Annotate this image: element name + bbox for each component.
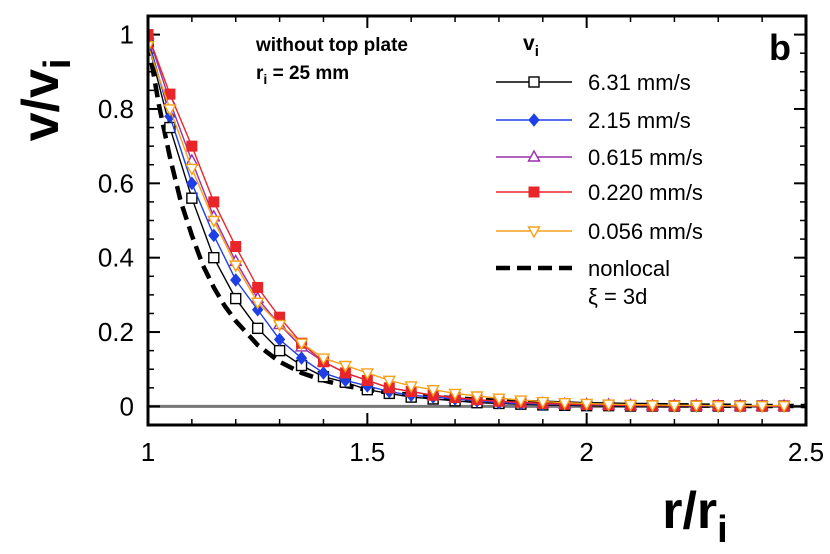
- data-point: [207, 215, 221, 228]
- legend-title: vi: [523, 32, 539, 60]
- data-point: [250, 297, 265, 310]
- legend-marker: [528, 76, 540, 88]
- data-point: [536, 396, 550, 410]
- plot-background: [148, 16, 806, 425]
- legend-marker: [528, 113, 540, 127]
- legend-marker: [527, 226, 541, 239]
- x-tick-label: 1.5: [349, 437, 385, 467]
- data-point: [252, 281, 264, 293]
- legend-item: 0.056 mm/s: [496, 219, 703, 244]
- legend-label: 0.056 mm/s: [588, 219, 703, 244]
- data-point: [382, 375, 396, 388]
- data-point: [273, 344, 286, 357]
- data-point: [558, 397, 572, 411]
- y-axis-label: v/vi: [12, 59, 79, 142]
- legend-item: 0.615 mm/s: [496, 145, 703, 170]
- data-point: [689, 400, 704, 413]
- data-point: [645, 400, 660, 413]
- data-point: [448, 388, 462, 401]
- y-tick-label: 0.4: [98, 243, 134, 273]
- data-point: [185, 163, 199, 176]
- series-layer: [148, 27, 806, 414]
- data-point: [777, 400, 791, 414]
- legend-marker: [527, 149, 541, 162]
- legend-label: 2.15 mm/s: [588, 108, 691, 133]
- data-point: [272, 319, 287, 333]
- data-point: [755, 400, 769, 414]
- x-axis-label: r/ri: [662, 482, 727, 551]
- data-point: [667, 400, 682, 413]
- data-point: [186, 140, 198, 152]
- data-point: [230, 273, 242, 287]
- y-tick-label: 0.8: [98, 94, 134, 124]
- legend-label: nonlocal: [588, 256, 670, 281]
- data-point: [317, 366, 330, 380]
- data-point: [148, 29, 154, 41]
- data-point: [208, 196, 220, 208]
- data-point: [230, 241, 242, 253]
- data-point: [186, 176, 198, 191]
- annotation-top-plate: without top plate: [255, 35, 408, 56]
- data-point: [316, 353, 331, 366]
- legend-item-nonlocal: nonlocal ξ = 3d: [496, 256, 670, 309]
- y-axis-ticks: 0 0.2 0.4 0.6 0.8 1: [98, 20, 806, 421]
- y-tick-label: 0.6: [98, 168, 134, 198]
- data-point: [492, 393, 506, 406]
- legend-label: 0.615 mm/s: [588, 145, 703, 170]
- plot-frame: [146, 14, 808, 427]
- legend-label-xi: ξ = 3d: [588, 284, 647, 309]
- x-axis-ticks: 1 1.5 2 2.5: [141, 16, 824, 467]
- legend-item: 0.220 mm/s: [496, 180, 703, 205]
- data-point: [711, 400, 725, 414]
- y-tick-label: 0.2: [98, 317, 134, 347]
- series-0-056-mm-s: [148, 41, 791, 414]
- legend-label: 0.220 mm/s: [588, 180, 703, 205]
- data-point: [186, 192, 198, 204]
- data-point: [426, 384, 440, 398]
- data-point: [295, 351, 308, 365]
- panel-label: b: [769, 27, 791, 68]
- data-point: [294, 338, 309, 351]
- data-point: [273, 332, 286, 347]
- legend-item: 6.31 mm/s: [496, 70, 691, 95]
- data-point: [163, 104, 177, 117]
- data-point: [470, 391, 484, 404]
- data-point: [229, 260, 243, 273]
- x-tick-label: 2: [579, 437, 593, 467]
- data-point: [579, 398, 594, 411]
- legend-marker: [528, 186, 540, 198]
- data-point: [208, 228, 220, 243]
- data-point: [360, 368, 375, 381]
- data-point: [338, 360, 353, 373]
- x-tick-label: 1: [141, 437, 155, 467]
- data-point: [251, 322, 264, 335]
- data-point: [514, 395, 528, 408]
- data-point: [208, 251, 220, 264]
- data-point: [733, 400, 747, 414]
- x-tick-label: 2.5: [788, 437, 824, 467]
- legend-label: 6.31 mm/s: [588, 70, 691, 95]
- annotation-radius: ri = 25 mm: [256, 63, 349, 87]
- legend-item: 2.15 mm/s: [496, 108, 691, 133]
- y-tick-label: 0: [120, 391, 134, 421]
- data-point: [623, 399, 638, 413]
- data-point: [601, 399, 616, 412]
- legend: 6.31 mm/s 2.15 mm/s 0.615 mm/s 0.220 mm/s 0.…: [496, 70, 703, 309]
- data-point: [230, 292, 242, 305]
- data-point: [404, 381, 418, 394]
- y-tick-label: 1: [120, 20, 134, 50]
